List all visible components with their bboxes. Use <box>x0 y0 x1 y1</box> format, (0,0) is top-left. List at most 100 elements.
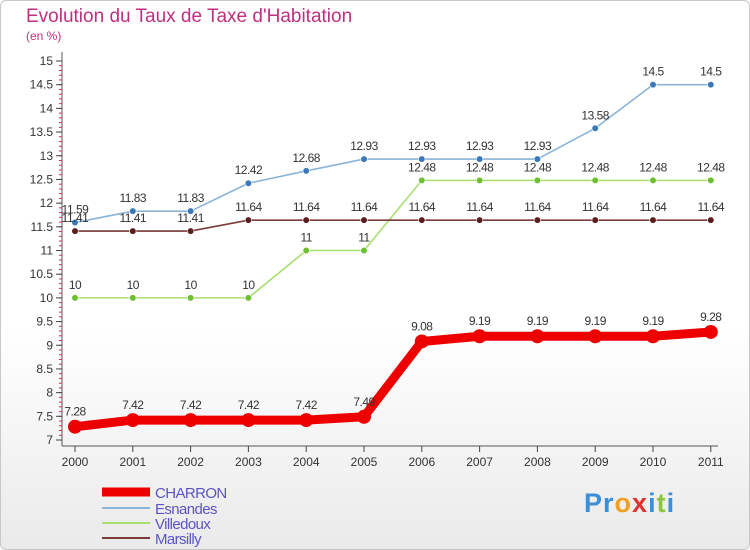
series-marsilly: 11.41 11.41 11.41 11.64 11.64 11.64 11.64 11.64… <box>62 200 725 235</box>
x-tick-label: 2004 <box>293 455 320 469</box>
data-point <box>588 329 603 344</box>
data-label: 12.93 <box>408 139 436 153</box>
data-label: 12.68 <box>292 151 320 165</box>
data-label: 9.19 <box>642 314 664 328</box>
legend-item-esnandes: Esnandes <box>102 501 218 518</box>
data-label: 11.64 <box>293 200 320 214</box>
data-label: 11.83 <box>119 191 146 205</box>
series-line <box>70 327 716 432</box>
data-label: 11.64 <box>351 200 378 214</box>
data-label: 11.41 <box>119 211 146 225</box>
x-tick-label: 2009 <box>582 455 609 469</box>
data-label: 12.48 <box>524 160 552 174</box>
data-point <box>533 176 542 184</box>
data-point <box>418 155 426 163</box>
data-label: 12.48 <box>639 160 667 174</box>
data-label: 11.83 <box>177 191 204 205</box>
data-label: 11.64 <box>408 200 435 214</box>
x-tick-label: 2001 <box>119 455 146 469</box>
y-tick-label: 11.5 <box>31 220 54 234</box>
x-tick-label: 2011 <box>698 455 724 469</box>
x-tick-label: 2007 <box>466 455 493 469</box>
y-tick-label: 13 <box>40 149 54 163</box>
data-label: 14.5 <box>642 65 664 79</box>
data-point <box>472 329 487 344</box>
y-tick-label: 15 <box>40 54 54 68</box>
data-point <box>418 176 426 184</box>
data-label: 10 <box>242 278 255 292</box>
data-label: 9.19 <box>469 314 491 328</box>
data-point <box>244 216 252 224</box>
x-tick-label: 2008 <box>524 455 551 469</box>
data-label: 14.5 <box>700 65 722 79</box>
data-label: 11.64 <box>640 200 667 214</box>
y-tick-label: 12 <box>40 196 54 210</box>
legend-label: Villedoux <box>155 516 211 533</box>
y-tick-label: 10 <box>40 291 54 305</box>
y-tick-label: 14.5 <box>30 78 54 92</box>
data-point <box>187 207 195 215</box>
data-point <box>591 124 599 132</box>
data-point <box>187 227 195 235</box>
data-label: 10 <box>69 278 82 292</box>
proxiti-logo: Proxiti <box>584 488 675 519</box>
series-line <box>74 219 712 232</box>
legend-label: Esnandes <box>155 501 217 518</box>
data-label: 11.41 <box>62 211 89 225</box>
x-tick-label: 2003 <box>235 455 262 469</box>
data-label: 11.64 <box>697 200 724 214</box>
data-label: 12.42 <box>235 163 263 177</box>
x-tick-label: 2002 <box>177 455 204 469</box>
data-point <box>476 176 484 184</box>
x-tick-label: 2006 <box>408 455 435 469</box>
data-point <box>707 176 715 184</box>
y-tick-label: 9.5 <box>36 315 53 329</box>
chart-title: Evolution du Taux de Taxe d'Habitation <box>26 6 353 27</box>
data-point <box>591 176 599 184</box>
data-label: 11 <box>300 231 312 245</box>
legend-label: CHARRON <box>155 485 227 502</box>
logo-letter: Pr <box>584 488 615 518</box>
series-villedoux: 10 10 10 10 11 11 12.48 12.48 12.48 12.48 12.48 12.… <box>69 160 726 302</box>
data-point <box>187 294 195 302</box>
y-tick-label: 8 <box>46 386 53 400</box>
data-point <box>707 81 715 89</box>
data-label: 7.42 <box>238 398 260 412</box>
series-esnandes: 11.59 11.83 11.83 12.42 12.68 12.93 12.93 12.93… <box>62 65 723 227</box>
logo-letter: t <box>656 488 667 518</box>
data-label: 7.42 <box>122 398 144 412</box>
data-label: 11.64 <box>582 200 609 214</box>
data-point <box>71 294 79 302</box>
data-label: 9.19 <box>585 314 607 328</box>
data-label: 7.28 <box>64 405 86 419</box>
data-point <box>302 246 310 255</box>
legend-item-marsilly: Marsilly <box>102 531 203 548</box>
data-point <box>476 155 484 163</box>
x-tick-label: 2005 <box>351 455 378 469</box>
y-tick-label: 11 <box>41 244 54 258</box>
series-line <box>74 179 712 299</box>
chart-subtitle: (en %) <box>26 29 62 43</box>
data-point <box>418 216 426 224</box>
data-point <box>649 176 657 184</box>
data-point <box>646 329 660 344</box>
x-tick-label: 2000 <box>62 455 89 469</box>
data-label: 9.08 <box>411 319 433 333</box>
data-label: 9.28 <box>700 310 722 324</box>
logo-letter: i <box>666 488 676 518</box>
x-tick-label: 2010 <box>640 455 667 469</box>
data-label: 12.93 <box>350 139 378 153</box>
legend-label: Marsilly <box>155 531 202 548</box>
data-point <box>71 227 79 235</box>
series-charron: 7.28 7.42 7.42 7.42 7.42 7.49 9.08 9.19 9.19 9.19… <box>64 310 723 434</box>
data-point <box>357 409 371 424</box>
series-line <box>74 83 712 224</box>
data-label: 11.64 <box>524 200 551 214</box>
data-point <box>302 167 310 175</box>
data-point <box>129 227 137 235</box>
data-point <box>125 413 140 428</box>
data-point <box>530 329 545 344</box>
data-label: 12.48 <box>408 160 436 174</box>
